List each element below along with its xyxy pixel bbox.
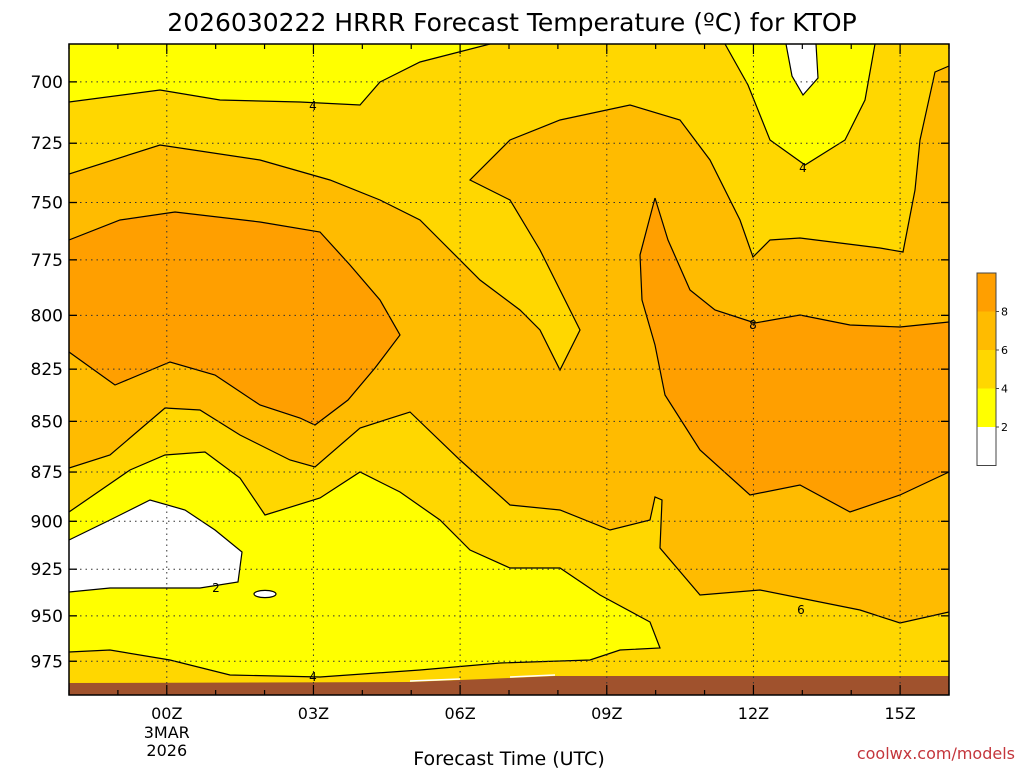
y-tick-label: 900	[31, 512, 63, 532]
colorbar-swatch	[977, 427, 996, 466]
y-tick-label: 825	[31, 360, 63, 380]
band-2-4-topright	[725, 44, 875, 165]
contour-lines	[69, 44, 949, 678]
plot-frame	[68, 43, 950, 696]
colorbar-swatch	[977, 350, 996, 389]
colorbar-label: 4	[1001, 383, 1008, 396]
band-2-4-top	[69, 44, 490, 105]
y-tick-label: 875	[31, 463, 63, 483]
ground-edge	[409, 674, 556, 682]
band-below-2-lower	[69, 500, 242, 592]
y-tick-label: 775	[31, 251, 63, 271]
band-8-plus-right	[640, 198, 949, 512]
x-tick-label: 12Z	[738, 704, 769, 723]
band-below-2-speck	[254, 590, 276, 598]
band-8-plus-left	[69, 212, 400, 425]
x-tick-label: 06Z	[444, 704, 475, 723]
x-tick-label: 03Z	[298, 704, 329, 723]
colorbar-swatch	[977, 388, 996, 427]
contour-label: 6	[797, 603, 805, 617]
contour-label: 2	[212, 581, 220, 595]
y-tick-label: 725	[31, 134, 63, 154]
y-tick-label: 750	[31, 194, 63, 214]
band-below-2-top	[786, 44, 818, 95]
y-tick-label: 800	[31, 306, 63, 326]
y-tick-label: 700	[31, 73, 63, 93]
y-tick-label: 850	[31, 412, 63, 432]
x-tick-label: 15Z	[884, 704, 915, 723]
x-tick-label: 09Z	[591, 704, 622, 723]
band-4-6-upper	[69, 44, 949, 370]
colorbar-label: 2	[1001, 421, 1008, 434]
colorbar-frame	[976, 272, 997, 466]
y-tick-label: 925	[31, 560, 63, 580]
colorbar: 2 4 6 8	[976, 272, 1008, 466]
x-axis-label: Forecast Time (UTC)	[413, 748, 604, 768]
x-tick-label: 00Z	[151, 704, 182, 723]
credit-text: coolwx.com/models	[857, 744, 1015, 763]
band-2-4-lower	[69, 452, 660, 677]
x-tick-date-line: 2026	[146, 741, 187, 760]
y-tick-label: 975	[31, 652, 63, 672]
contour-label: 4	[799, 161, 807, 175]
colorbar-label: 6	[1001, 344, 1008, 357]
colorbar-swatch	[977, 273, 996, 312]
ground-layer	[69, 676, 949, 695]
chart-title: 2026030222 HRRR Forecast Temperature (ºC…	[167, 8, 856, 37]
colorbar-swatch	[977, 311, 996, 350]
x-tick-date-line: 3MAR	[144, 723, 190, 742]
y-tick-label: 950	[31, 607, 63, 627]
colorbar-label: 8	[1001, 306, 1008, 319]
